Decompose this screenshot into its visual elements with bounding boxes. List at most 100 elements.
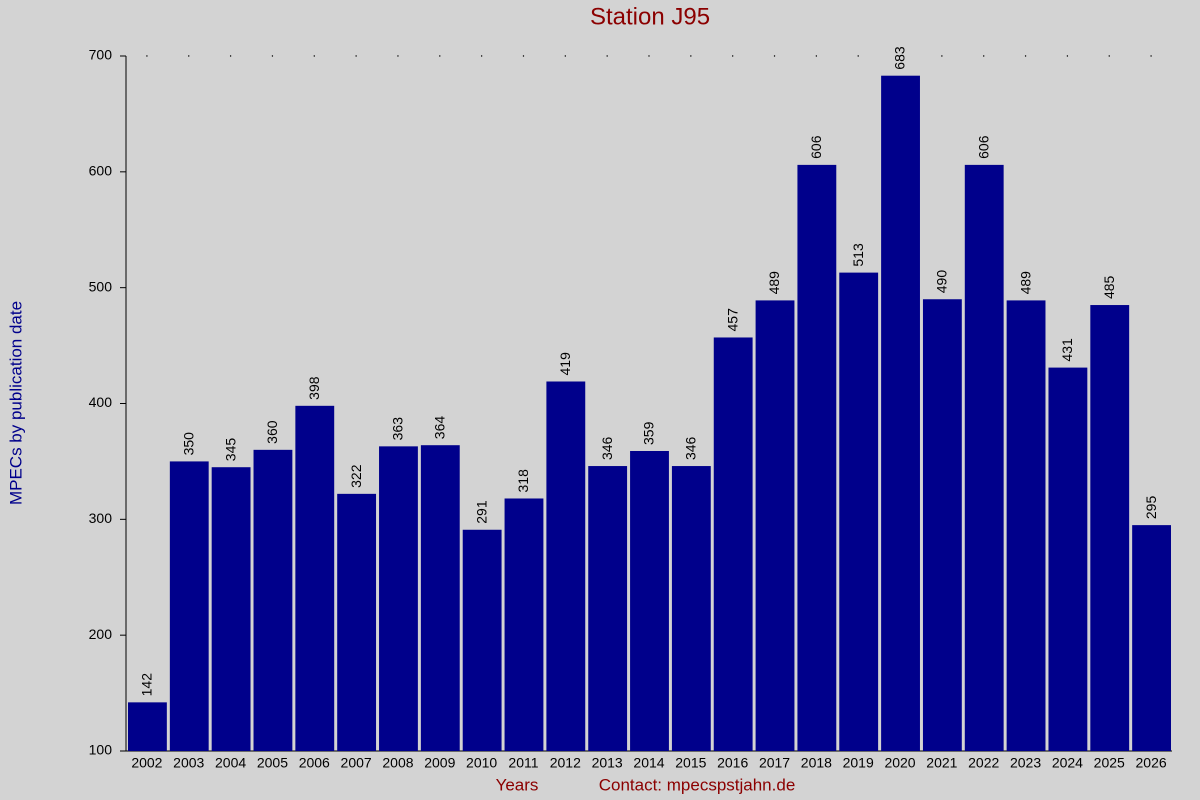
chart-title: Station J95 bbox=[590, 3, 710, 30]
top-dot bbox=[606, 55, 608, 57]
top-dot bbox=[522, 55, 525, 57]
top-dot bbox=[146, 55, 148, 57]
bar bbox=[1006, 300, 1046, 751]
value-label: 291 bbox=[473, 500, 489, 524]
top-dot bbox=[355, 55, 357, 57]
x-axis-label: Years bbox=[496, 775, 539, 794]
value-label: 322 bbox=[348, 464, 364, 488]
bar bbox=[1090, 305, 1130, 751]
bar bbox=[839, 272, 879, 751]
value-label: 363 bbox=[390, 417, 406, 441]
top-dot bbox=[1024, 55, 1027, 57]
x-tick-label: 2020 bbox=[884, 755, 915, 771]
x-tick-label: 2007 bbox=[341, 755, 372, 771]
y-tick-label: 300 bbox=[89, 510, 113, 526]
x-tick-label: 2016 bbox=[717, 755, 748, 771]
bar bbox=[630, 450, 669, 751]
top-dot bbox=[1066, 55, 1069, 57]
bar bbox=[964, 164, 1004, 752]
top-dot bbox=[229, 55, 232, 57]
top-dot bbox=[1150, 55, 1152, 57]
x-tick-label: 2017 bbox=[759, 755, 790, 771]
value-label: 683 bbox=[892, 46, 908, 70]
y-tick-label: 500 bbox=[89, 278, 113, 294]
bar bbox=[169, 461, 209, 751]
bar bbox=[755, 300, 795, 751]
value-label: 489 bbox=[1017, 271, 1033, 295]
y-tick-label: 700 bbox=[89, 47, 113, 63]
y-tick-label: 100 bbox=[89, 742, 113, 758]
top-dot bbox=[815, 55, 818, 57]
value-label: 485 bbox=[1101, 275, 1117, 299]
x-tick-label: 2022 bbox=[968, 755, 999, 771]
bar bbox=[211, 467, 251, 751]
x-tick-label: 2003 bbox=[173, 755, 204, 771]
x-tick-label: 2005 bbox=[257, 755, 288, 771]
value-label: 398 bbox=[306, 376, 322, 400]
top-dot bbox=[1108, 55, 1110, 57]
x-tick-label: 2023 bbox=[1010, 755, 1041, 771]
value-label: 142 bbox=[139, 673, 155, 697]
value-label: 490 bbox=[934, 270, 950, 294]
bar bbox=[253, 449, 293, 751]
top-dot bbox=[941, 55, 943, 57]
bar bbox=[588, 466, 628, 751]
value-label: 513 bbox=[850, 243, 866, 267]
value-label: 359 bbox=[641, 421, 657, 445]
top-dot bbox=[648, 55, 650, 57]
x-tick-label: 2018 bbox=[801, 755, 832, 771]
bar bbox=[922, 299, 962, 751]
bar bbox=[337, 493, 377, 751]
x-tick-label: 2014 bbox=[633, 755, 664, 771]
x-tick-label: 2019 bbox=[843, 755, 874, 771]
x-tick-label: 2004 bbox=[215, 755, 246, 771]
bar bbox=[295, 405, 335, 751]
x-tick-label: 2013 bbox=[592, 755, 623, 771]
y-tick-label: 400 bbox=[89, 394, 113, 410]
x-tick-label: 2012 bbox=[550, 755, 581, 771]
bar bbox=[713, 337, 753, 751]
y-tick-label: 200 bbox=[89, 626, 113, 642]
x-tick-label: 2011 bbox=[508, 755, 538, 771]
value-label: 364 bbox=[432, 416, 448, 440]
y-tick-label: 600 bbox=[89, 163, 113, 179]
value-label: 419 bbox=[557, 352, 573, 376]
top-dot bbox=[983, 55, 985, 57]
x-tick-label: 2009 bbox=[424, 755, 455, 771]
top-dot bbox=[690, 55, 692, 57]
x-tick-label: 2006 bbox=[299, 755, 330, 771]
value-label: 431 bbox=[1059, 338, 1075, 362]
x-tick-label: 2021 bbox=[926, 755, 957, 771]
bar bbox=[420, 445, 460, 751]
top-dot bbox=[773, 55, 776, 57]
value-label: 360 bbox=[264, 420, 280, 444]
x-tick-label: 2002 bbox=[131, 755, 162, 771]
top-dot bbox=[480, 55, 483, 57]
bar bbox=[379, 446, 418, 751]
y-axis-label: MPECs by publication date bbox=[6, 301, 25, 505]
bar bbox=[671, 466, 711, 751]
x-tick-label: 2015 bbox=[675, 755, 706, 771]
value-label: 345 bbox=[222, 438, 238, 462]
top-dot bbox=[397, 55, 399, 57]
bar bbox=[881, 75, 920, 752]
top-dot bbox=[271, 55, 274, 57]
bar bbox=[1048, 367, 1088, 751]
x-tick-label: 2010 bbox=[466, 755, 497, 771]
top-dot bbox=[899, 55, 901, 57]
bar bbox=[797, 164, 837, 752]
top-dot bbox=[731, 55, 734, 57]
value-label: 295 bbox=[1143, 496, 1159, 520]
x-tick-label: 2024 bbox=[1052, 755, 1083, 771]
top-dot bbox=[857, 55, 859, 57]
top-dot bbox=[313, 55, 315, 57]
bar bbox=[504, 498, 544, 751]
value-label: 606 bbox=[975, 135, 991, 159]
value-label: 318 bbox=[515, 469, 531, 493]
bar bbox=[1132, 525, 1171, 751]
contact: Contact: mpecspstjahn.de bbox=[599, 775, 796, 794]
top-dot bbox=[188, 55, 190, 57]
value-label: 346 bbox=[599, 436, 615, 460]
bar bbox=[462, 529, 502, 751]
